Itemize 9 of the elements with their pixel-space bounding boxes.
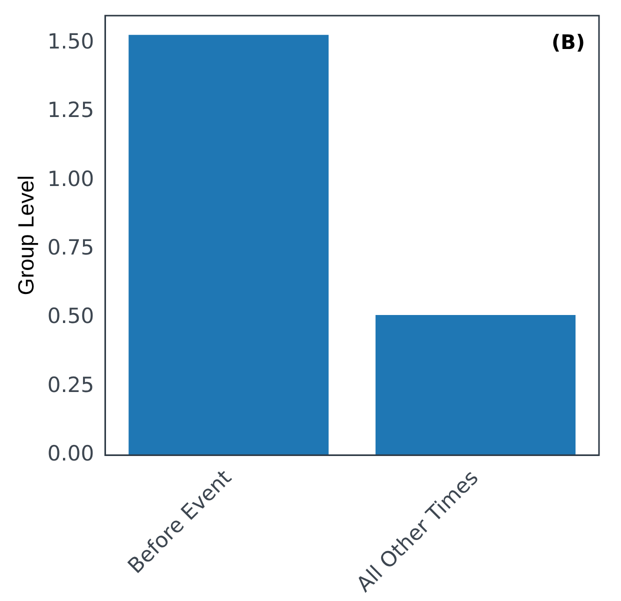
y-tick-label: 0.25 xyxy=(47,372,94,397)
y-axis-title: Group Level xyxy=(13,175,38,296)
y-tick-label: 0.50 xyxy=(47,304,94,328)
y-tick-label: 1.25 xyxy=(47,98,94,122)
y-tick-label: 1.00 xyxy=(47,166,94,191)
y-tick-label: 0.75 xyxy=(47,236,94,260)
y-tick-label: 1.50 xyxy=(47,30,94,54)
y-tick-label: 0.00 xyxy=(47,442,94,466)
annotation: (B) xyxy=(551,30,585,54)
